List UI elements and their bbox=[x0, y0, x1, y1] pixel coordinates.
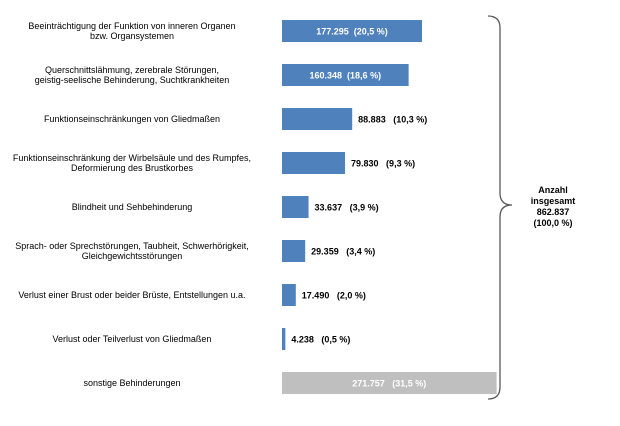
category-label-line: Funktionseinschränkung der Wirbelsäule u… bbox=[12, 153, 252, 163]
category-label: Verlust einer Brust oder beider Brüste, … bbox=[0, 290, 264, 300]
bar bbox=[282, 20, 422, 42]
category-label: Querschnittslähmung, zerebrale Störungen… bbox=[0, 65, 264, 85]
total-line: insgesamt bbox=[530, 196, 576, 206]
data-label: 79.830 (9,3 %) bbox=[351, 159, 415, 169]
data-label: 29.359 (3,4 %) bbox=[311, 247, 375, 257]
bar bbox=[282, 152, 346, 174]
bar bbox=[282, 240, 306, 262]
category-label: Sprach- oder Sprechstörungen, Taubheit, … bbox=[0, 241, 264, 261]
category-label-line: geistig-seelische Behinderung, Suchtkran… bbox=[34, 75, 230, 85]
category-label: Blindheit und Sehbehinderung bbox=[0, 202, 264, 212]
category-label-line: Funktionseinschränkungen von Gliedmaßen bbox=[43, 114, 221, 124]
bar bbox=[282, 108, 353, 130]
data-label: 271.757 (31,5 %) bbox=[352, 379, 426, 389]
category-label: Funktionseinschränkungen von Gliedmaßen bbox=[0, 114, 264, 124]
category-label-line: bzw. Organsystemen bbox=[89, 31, 175, 41]
total-annotation: Anzahl insgesamt 862.837 (100,0 %) bbox=[516, 185, 590, 229]
category-label-line: Verlust einer Brust oder beider Brüste, … bbox=[18, 290, 246, 300]
value-labels-layer: 177.295 (20,5 %) 160.348 (18,6 %) 88.883 (… bbox=[291, 27, 427, 389]
category-label-line: Beeinträchtigung der Funktion von innere… bbox=[28, 21, 236, 31]
category-label: Verlust oder Teilverlust von Gliedmaßen bbox=[0, 334, 264, 344]
total-line: 862.837 bbox=[536, 207, 570, 217]
bar bbox=[282, 64, 409, 86]
data-label: 4.238 (0,5 %) bbox=[291, 335, 350, 345]
data-label: 88.883 (10,3 %) bbox=[358, 115, 427, 125]
category-label-line: Blindheit und Sehbehinderung bbox=[71, 202, 193, 212]
total-line: Anzahl bbox=[538, 185, 568, 195]
category-label-line: Deformierung des Brustkorbes bbox=[70, 163, 194, 173]
bar bbox=[282, 196, 309, 218]
bars-layer bbox=[282, 20, 497, 394]
category-label-line: Sprach- oder Sprechstörungen, Taubheit, … bbox=[15, 241, 249, 251]
bar bbox=[282, 372, 497, 394]
data-label: 17.490 (2,0 %) bbox=[302, 291, 366, 301]
category-label-line: Gleichgewichtsstörungen bbox=[81, 251, 183, 261]
category-label-line: sonstige Behinderungen bbox=[83, 378, 181, 388]
total-line: (100,0 %) bbox=[533, 218, 573, 228]
data-label: 177.295 (20,5 %) bbox=[316, 27, 388, 37]
category-label-line: Verlust oder Teilverlust von Gliedmaßen bbox=[52, 334, 212, 344]
category-label: sonstige Behinderungen bbox=[0, 378, 264, 388]
category-label: Funktionseinschränkung der Wirbelsäule u… bbox=[0, 153, 264, 173]
data-label: 33.637 (3,9 %) bbox=[315, 203, 379, 213]
total-brace bbox=[487, 15, 513, 400]
bar bbox=[282, 284, 296, 306]
data-label: 160.348 (18,6 %) bbox=[310, 71, 382, 81]
category-label: Beeinträchtigung der Funktion von innere… bbox=[0, 21, 264, 41]
category-label-line: Querschnittslähmung, zerebrale Störungen… bbox=[44, 65, 220, 75]
bar bbox=[282, 328, 286, 350]
